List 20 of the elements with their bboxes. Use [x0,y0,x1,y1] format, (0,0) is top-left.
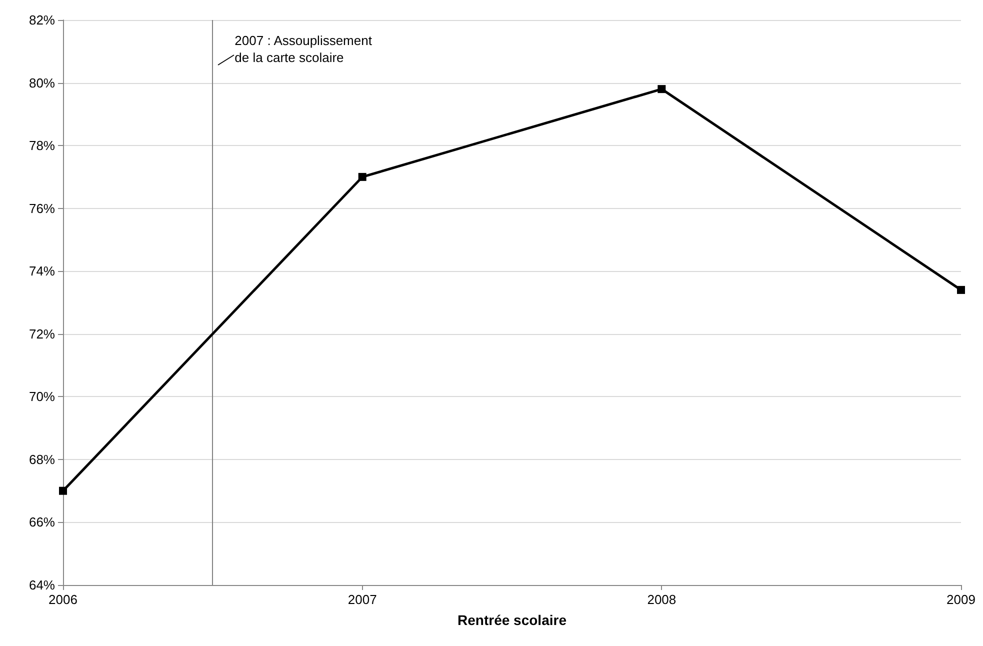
y-tick-label: 82% [28,12,56,28]
x-tick-label: 2006 [48,592,78,607]
x-tick-label: 2009 [946,592,976,607]
y-tick-label: 72% [28,326,56,342]
y-tick-label: 78% [28,138,56,154]
y-tick-label: 70% [28,389,56,404]
ref-line-label: 2007 : Assouplissement de la carte scolaire [234,32,372,66]
point [59,486,67,495]
x-tick-label: 2007 [348,592,377,607]
point [957,286,965,294]
point [658,85,666,94]
y-tick-label: 74% [28,264,56,279]
x-axis-title: Rentrée scolaire [458,612,567,628]
y-tick-label: 64% [28,578,56,592]
y-tick-label: 68% [28,452,56,467]
point [358,172,366,181]
y-tick-label: 80% [28,75,56,90]
y-tick-label: 76% [28,200,56,216]
y-tick-label: 66% [28,514,56,530]
x-tick-label: 2008 [647,592,676,607]
